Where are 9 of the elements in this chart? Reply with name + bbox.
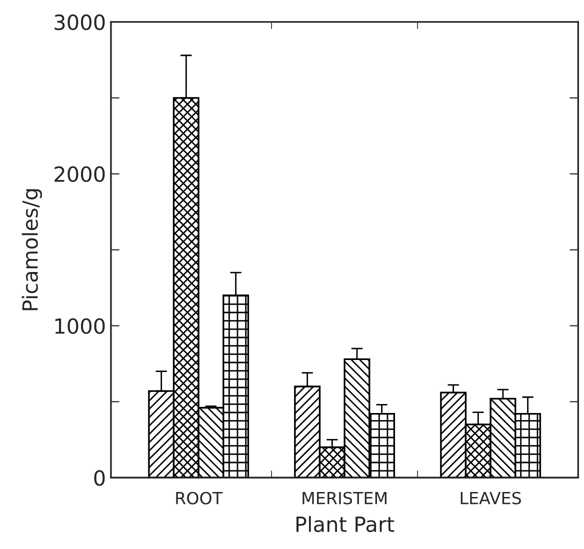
y-tick-label: 1000 (55, 318, 105, 334)
x-tick-label: MERISTEM (302, 492, 386, 504)
x-tick-label: ROOT (176, 492, 223, 504)
y-tick-label: 2000 (54, 166, 105, 182)
y-tick-label: 0 (94, 470, 105, 486)
y-axis-title: Picamoles/g (22, 189, 42, 310)
x-axis-title: Plant Part (296, 516, 394, 532)
y-tick-label: 3000 (54, 14, 105, 30)
x-tick-label: LEAVES (460, 492, 521, 504)
